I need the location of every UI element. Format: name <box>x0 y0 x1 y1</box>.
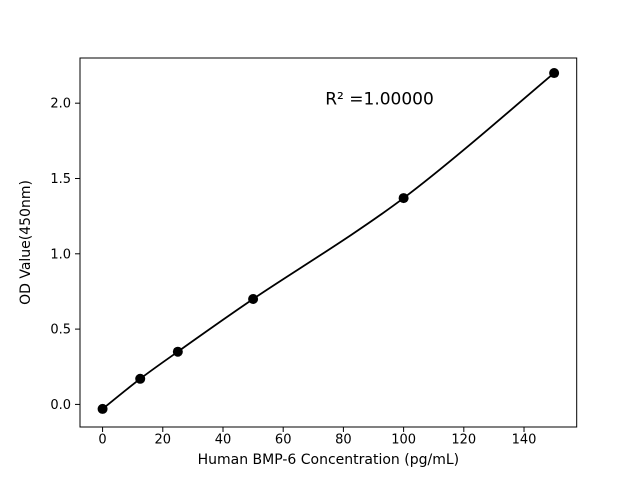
x-axis-tick-label: 40 <box>215 433 232 448</box>
data-point-marker <box>97 403 108 414</box>
data-point-marker <box>248 293 259 304</box>
y-axis-tick-label: 0.5 <box>50 323 71 338</box>
x-axis-tick-label: 20 <box>155 433 172 448</box>
x-axis-tick-label: 100 <box>391 433 416 448</box>
fit-line <box>101 72 556 410</box>
x-axis-tick-label: 60 <box>275 433 292 448</box>
y-axis-tick-label: 0.0 <box>50 398 71 413</box>
x-axis-title: Human BMP-6 Concentration (pg/mL) <box>198 452 460 468</box>
data-point-marker <box>172 346 183 357</box>
plot-area-border <box>79 57 578 428</box>
r-squared-annotation: R² =1.00000 <box>325 90 434 110</box>
x-axis-tick-label: 80 <box>335 433 352 448</box>
data-point-marker <box>135 373 146 384</box>
data-point-marker <box>549 68 560 79</box>
y-axis-title: OD Value(450nm) <box>18 180 34 305</box>
data-point-marker <box>398 193 409 204</box>
x-axis-tick-label: 140 <box>512 433 537 448</box>
y-axis-tick-label: 1.5 <box>50 172 71 187</box>
y-axis-tick-label: 1.0 <box>50 247 71 262</box>
x-axis-tick-label: 120 <box>451 433 476 448</box>
x-axis-tick-label: 0 <box>98 433 106 448</box>
y-axis-tick-label: 2.0 <box>50 97 71 112</box>
